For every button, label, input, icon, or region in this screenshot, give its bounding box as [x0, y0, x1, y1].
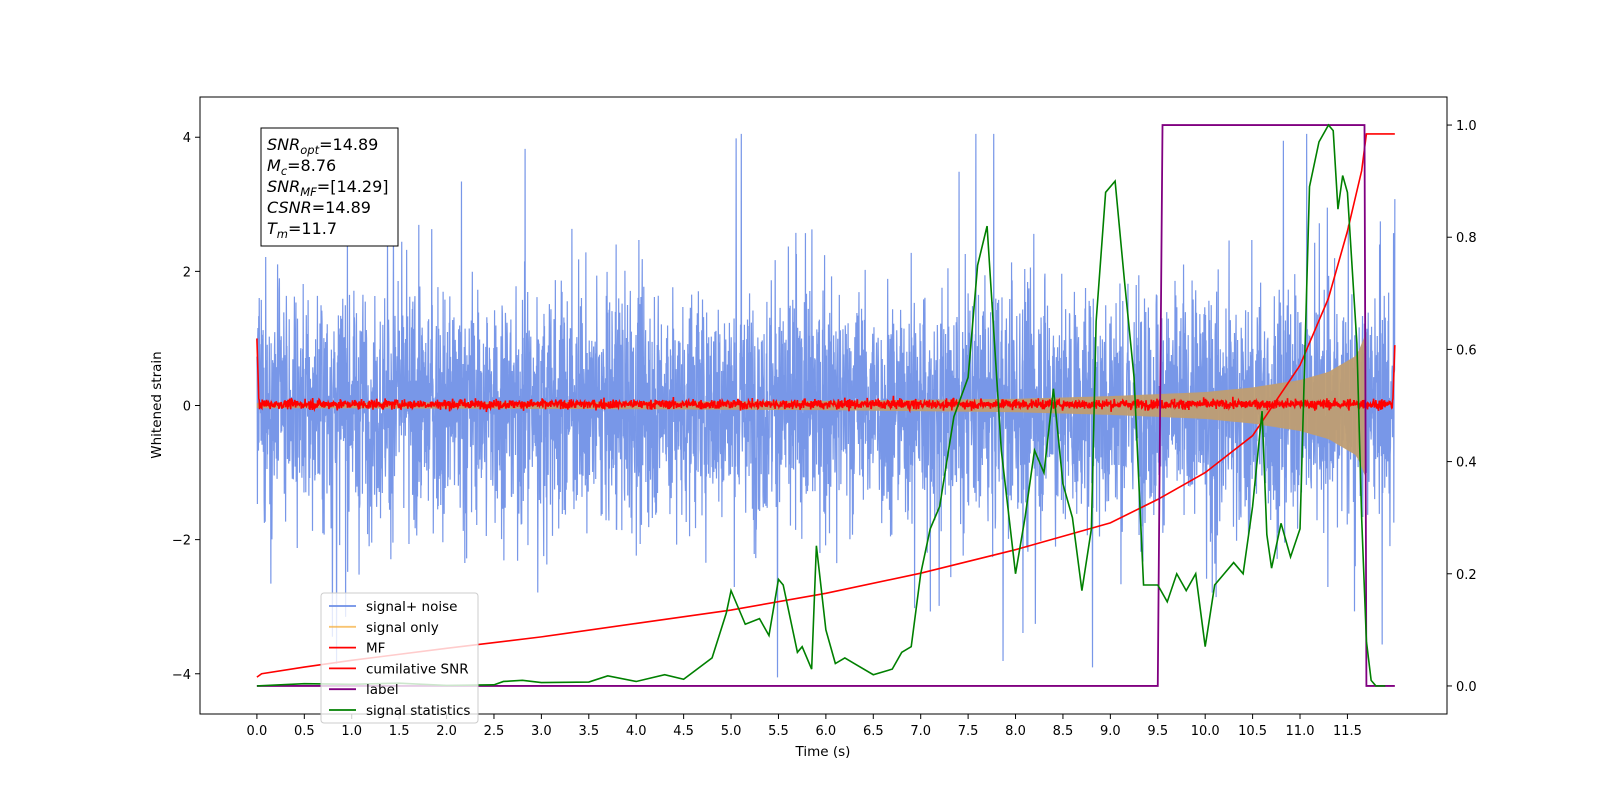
x-tick-label: 3.5	[578, 724, 599, 739]
legend-entry-label: cumilative SNR	[366, 661, 469, 677]
legend-entry-label: label	[366, 682, 399, 698]
y-right-tick-label: 0.6	[1456, 343, 1477, 358]
x-tick-label: 5.0	[721, 724, 742, 739]
legend-entry-label: signal only	[366, 620, 439, 636]
x-tick-label: 2.5	[484, 724, 505, 739]
x-tick-label: 4.0	[626, 724, 647, 739]
y-left-tick-label: −4	[172, 668, 191, 683]
y-right-tick-label: 0.2	[1456, 568, 1477, 583]
legend-entry-label: signal statistics	[366, 703, 470, 719]
info-box-line: Mc=8.76	[267, 156, 336, 178]
info-box-frame	[260, 127, 399, 247]
x-tick-label: 10.5	[1238, 724, 1267, 739]
x-tick-label: 11.0	[1286, 724, 1315, 739]
y-right-tick-label: 0.0	[1456, 680, 1477, 695]
label-series	[256, 124, 1395, 687]
info-box: SNRopt=14.89Mc=8.76SNRMF=[14.29]CSNR=14.…	[260, 127, 399, 247]
y-right-tick-label: 0.4	[1456, 456, 1477, 471]
y-right-tick-label: 1.0	[1456, 119, 1477, 134]
x-tick-label: 7.5	[958, 724, 979, 739]
info-box-line: CSNR=14.89	[267, 198, 371, 217]
x-axis-ticks: 0.0 0.5 1.0 1.5 2.0 2.5 3.0 3.5 4.0 4.5 5.0 5.5 6.0 6…	[247, 714, 1362, 739]
signal-statistics-line	[256, 123, 1386, 687]
legend-frame	[320, 592, 479, 724]
x-tick-label: 8.5	[1053, 724, 1074, 739]
x-tick-label: 9.5	[1147, 724, 1168, 739]
info-box-line: Tm=11.7	[267, 219, 337, 241]
y-left-tick-label: 0	[183, 400, 191, 415]
x-tick-label: 6.5	[863, 724, 884, 739]
x-tick-label: 10.0	[1191, 724, 1220, 739]
legend-entry-label: signal+ noise	[366, 599, 457, 615]
signal-plus-noise-series	[256, 133, 1396, 678]
x-tick-label: 4.5	[673, 724, 694, 739]
info-box-line: SNRMF=[14.29]	[267, 177, 389, 199]
x-tick-label: 0.0	[247, 724, 268, 739]
y-left-tick-label: −2	[172, 534, 191, 549]
info-box-line: SNRopt=14.89	[267, 135, 378, 157]
x-tick-label: 2.0	[436, 724, 457, 739]
x-tick-label: 1.0	[341, 724, 362, 739]
y-left-tick-label: 4	[183, 131, 191, 146]
x-tick-label: 5.5	[768, 724, 789, 739]
x-tick-label: 8.0	[1005, 724, 1026, 739]
mf-line	[256, 338, 1396, 414]
y-left-tick-label: 2	[183, 265, 191, 280]
label-line	[256, 124, 1395, 687]
y-axis-left-label: Whitened strain	[149, 351, 165, 458]
x-tick-label: 7.0	[910, 724, 931, 739]
x-tick-label: 11.5	[1333, 724, 1362, 739]
x-tick-label: 9.0	[1100, 724, 1121, 739]
legend: signal+ noise signal only MF cumilative SNR…	[320, 592, 479, 724]
x-axis-label: Time (s)	[795, 744, 851, 760]
y-axis-left-ticks: −4 −2 0 2 4	[172, 131, 200, 683]
signal-statistics-series	[256, 123, 1386, 687]
x-tick-label: 6.0	[816, 724, 837, 739]
y-right-tick-label: 0.8	[1456, 231, 1477, 246]
mf-series	[256, 338, 1396, 414]
x-tick-label: 1.5	[389, 724, 410, 739]
legend-entry-label: MF	[366, 641, 385, 657]
signal-plus-noise-line	[256, 133, 1396, 678]
x-tick-label: 3.0	[531, 724, 552, 739]
y-axis-right-ticks: 0.0 0.2 0.4 0.6 0.8 1.0	[1447, 119, 1477, 695]
x-tick-label: 0.5	[294, 724, 315, 739]
